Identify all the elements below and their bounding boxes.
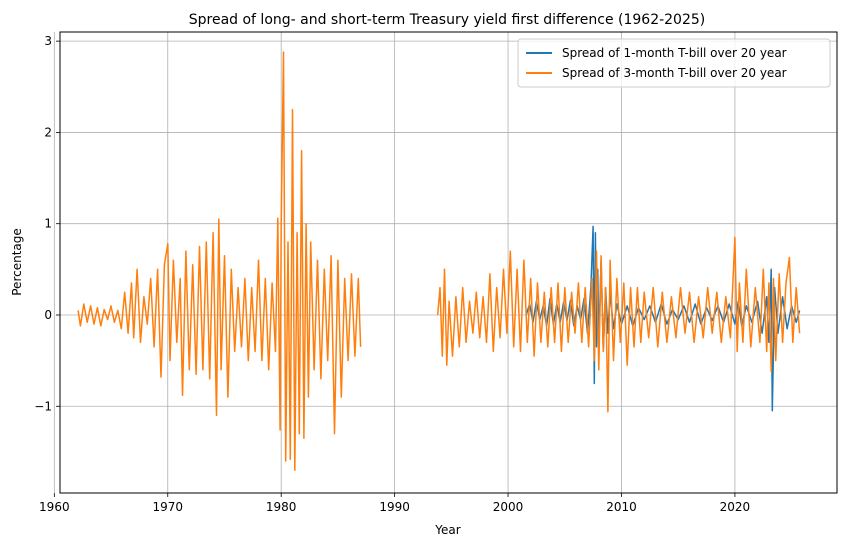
legend-label-1m: Spread of 1-month T-bill over 20 year (562, 46, 787, 60)
y-tick-label: 1 (44, 217, 52, 231)
axes-frame (59, 31, 838, 494)
plot-area (77, 51, 801, 471)
series-line-3-month (77, 51, 362, 471)
x-tick-label: 2010 (606, 500, 637, 514)
grid-lines (53, 32, 837, 493)
legend-label-3m: Spread of 3-month T-bill over 20 year (562, 66, 787, 80)
x-tick-label: 1990 (379, 500, 410, 514)
x-axis-label: Year (434, 523, 460, 537)
y-tick-label: 0 (44, 308, 52, 322)
y-tick-label: 2 (44, 125, 52, 139)
x-axis: 1960 1970 1980 1990 2000 2010 2020 (39, 493, 750, 514)
y-axis-label: Percentage (10, 228, 24, 296)
x-tick-label: 2000 (493, 500, 524, 514)
y-tick-label: −1 (34, 399, 52, 413)
y-tick-label: 3 (44, 34, 52, 48)
legend: Spread of 1-month T-bill over 20 year Sp… (517, 38, 831, 88)
x-tick-label: 2020 (720, 500, 751, 514)
x-tick-label: 1980 (266, 500, 297, 514)
chart-title: Spread of long- and short-term Treasury … (189, 12, 706, 28)
y-axis: −1 0 1 2 3 (34, 34, 60, 413)
legend-box (517, 38, 831, 88)
x-tick-label: 1960 (39, 500, 70, 514)
x-tick-label: 1970 (152, 500, 183, 514)
series-line-3-month (436, 236, 801, 413)
